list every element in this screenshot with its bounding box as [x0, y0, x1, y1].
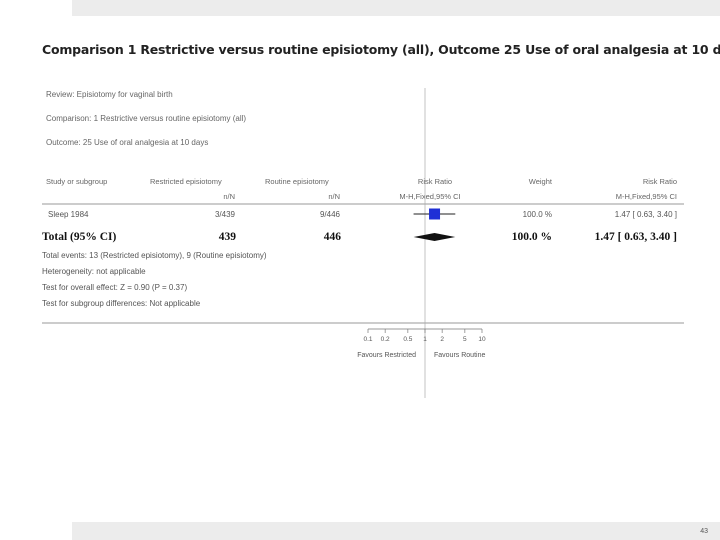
header-study: Study or subgroup: [46, 177, 108, 186]
header-restricted: Restricted episiotomy: [150, 177, 222, 186]
total-ci-text: 1.47 [ 0.63, 3.40 ]: [594, 231, 677, 243]
comparison-line: Comparison: 1 Restrictive versus routine…: [46, 114, 247, 123]
bottom-gray-bar: [72, 522, 720, 540]
footnote-events: Total events: 13 (Restricted episiotomy)…: [42, 251, 267, 260]
study-routine: 9/446: [319, 210, 340, 219]
total-restricted: 439: [218, 231, 236, 243]
favours-right-label: Favours Routine: [434, 352, 485, 359]
header-risk-ratio: Risk Ratio: [417, 177, 453, 186]
page-number: 43: [700, 528, 708, 535]
page-title: Comparison 1 Restrictive versus routine …: [42, 42, 720, 57]
study-ci-text: 1.47 [ 0.63, 3.40 ]: [614, 210, 677, 219]
total-routine: 446: [323, 231, 341, 243]
total-diamond: [413, 233, 456, 241]
tick-label: 0.2: [381, 336, 390, 343]
tick-label: 0.1: [363, 336, 372, 343]
tick-label: 5: [463, 336, 467, 343]
header-restricted-sub: n/N: [223, 192, 235, 201]
top-gray-bar: [72, 0, 720, 16]
header-risk-ratio-2-sub: M-H,Fixed,95% CI: [615, 192, 677, 201]
tick-label: 0.5: [403, 336, 412, 343]
footnote-subgroup: Test for subgroup differences: Not appli…: [42, 299, 201, 308]
study-restricted: 3/439: [214, 210, 235, 219]
header-risk-ratio-2: Risk Ratio: [642, 177, 677, 186]
study-name: Sleep 1984: [48, 210, 89, 219]
outcome-line: Outcome: 25 Use of oral analgesia at 10 …: [46, 138, 209, 147]
tick-label: 2: [440, 336, 444, 343]
total-weight: 100.0 %: [511, 231, 552, 243]
header-weight: Weight: [528, 177, 552, 186]
tick-label: 10: [478, 336, 486, 343]
total-label: Total (95% CI): [42, 231, 117, 243]
tick-label: 1: [423, 336, 427, 343]
header-routine-sub: n/N: [328, 192, 340, 201]
footnote-overall: Test for overall effect: Z = 0.90 (P = 0…: [42, 283, 188, 292]
header-routine: Routine episiotomy: [265, 177, 329, 186]
review-line: Review: Episiotomy for vaginal birth: [46, 90, 173, 99]
favours-left-label: Favours Restricted: [357, 352, 416, 359]
study-effect-marker: [429, 208, 441, 220]
header-risk-ratio-sub: M-H,Fixed,95% CI: [399, 192, 461, 201]
footnote-heterogeneity: Heterogeneity: not applicable: [42, 267, 146, 276]
study-weight: 100.0 %: [522, 210, 552, 219]
